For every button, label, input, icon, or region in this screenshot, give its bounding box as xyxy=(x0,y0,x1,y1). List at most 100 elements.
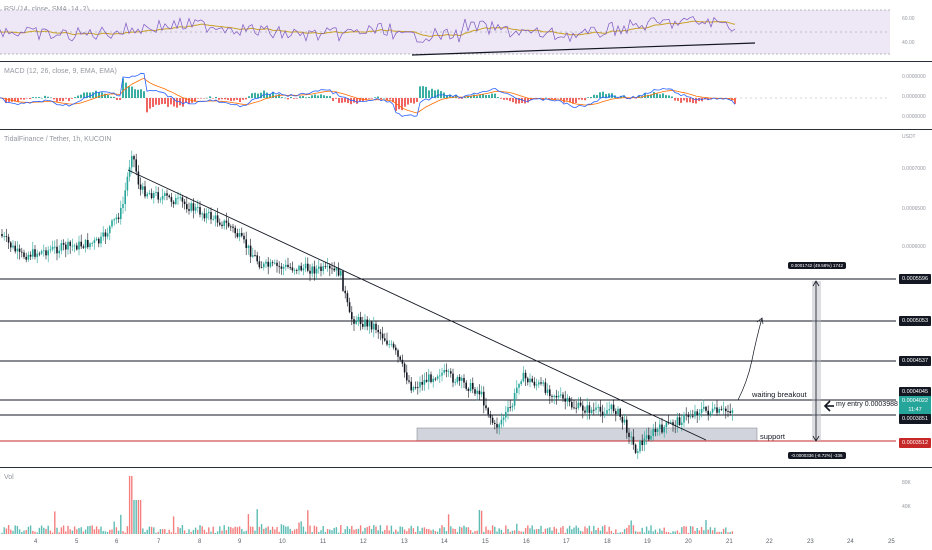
volume-bar xyxy=(520,531,522,534)
macd-histogram-bar xyxy=(602,91,604,98)
candle-body xyxy=(566,398,569,402)
volume-bar xyxy=(458,526,461,534)
current-price-badge: 0.0004022 xyxy=(899,396,931,406)
macd-histogram-bar xyxy=(158,98,160,105)
macd-histogram-bar xyxy=(662,93,664,98)
macd-histogram-bar xyxy=(203,98,205,99)
candle-body xyxy=(665,422,668,428)
candle-body xyxy=(38,253,41,255)
candle-body xyxy=(500,419,503,425)
volume-bar xyxy=(263,528,265,534)
volume-bar xyxy=(716,531,718,534)
candle-body xyxy=(14,245,16,252)
macd-histogram-bar xyxy=(491,93,493,98)
macd-histogram-bar xyxy=(140,89,142,98)
measure-label-up[interactable]: 0.0001742 (49.58%) 1742 xyxy=(788,262,847,269)
macd-histogram-bar xyxy=(383,97,385,99)
macd-histogram-bar xyxy=(551,98,553,100)
price-pane[interactable]: TidalFinance / Tether, 1h, KUCOIN USDT 0… xyxy=(0,130,932,467)
macd-histogram-bar xyxy=(587,97,589,98)
volume-bar xyxy=(124,532,126,534)
measure-label-down[interactable]: -0.0000336 (-8.72%) -336 xyxy=(788,452,846,459)
support-zone xyxy=(416,427,758,442)
volume-bar xyxy=(78,528,80,534)
macd-histogram-bar xyxy=(80,94,82,98)
candle-body xyxy=(232,226,234,228)
candle-body xyxy=(661,424,663,433)
candle-body xyxy=(137,171,140,185)
volume-bar xyxy=(84,529,87,534)
candle-body xyxy=(241,233,243,236)
macd-histogram-bar xyxy=(269,93,271,98)
macd-histogram-bar xyxy=(698,98,700,102)
candle-body xyxy=(296,269,298,271)
pane-divider[interactable] xyxy=(0,61,932,62)
candle-body xyxy=(432,378,434,382)
candle-body xyxy=(689,416,692,418)
candle-body xyxy=(419,381,421,388)
level-badge-4537: 0.0004537 xyxy=(899,356,931,366)
volume-bar xyxy=(472,532,474,534)
volume-bar xyxy=(302,526,305,534)
date-tick: 12 xyxy=(360,539,367,545)
candle-body xyxy=(117,217,120,220)
pane-divider[interactable] xyxy=(0,467,932,468)
candle-body xyxy=(201,213,203,215)
macd-histogram-bar xyxy=(485,95,487,98)
waiting-breakout-note[interactable]: waiting breakout xyxy=(752,390,807,399)
candle-body xyxy=(414,387,417,388)
macd-tick-mid: 0.0000000 xyxy=(902,94,926,100)
date-tick: 4 xyxy=(34,539,38,545)
macd-histogram-bar xyxy=(434,90,436,98)
volume-bar xyxy=(476,530,478,534)
macd-histogram-bar xyxy=(149,98,151,109)
volume-bar xyxy=(546,528,549,534)
candle-body xyxy=(80,241,82,247)
macd-histogram-bar xyxy=(398,98,400,110)
macd-histogram-bar xyxy=(332,98,334,102)
volume-bar xyxy=(623,529,626,534)
volume-bar xyxy=(276,527,278,534)
volume-bar xyxy=(392,531,395,534)
volume-bar xyxy=(287,526,289,534)
volume-bar xyxy=(544,528,547,534)
volume-bar xyxy=(674,531,676,534)
macd-histogram-bar xyxy=(506,98,508,100)
volume-bar xyxy=(47,525,49,534)
candle-body xyxy=(608,409,610,411)
volume-bar xyxy=(291,531,294,534)
entry-arrow-icon xyxy=(823,400,834,412)
candle-body xyxy=(21,251,23,253)
support-note[interactable]: support xyxy=(760,432,786,441)
candle-body xyxy=(705,406,707,411)
candle-body xyxy=(285,264,287,267)
candle-body xyxy=(533,381,536,386)
volume-bar xyxy=(304,531,307,534)
rsi-pane[interactable]: RSI (14, close, SMA, 14, 2) 60.00 40.00 xyxy=(0,0,932,60)
candle-body xyxy=(177,197,179,199)
macd-histogram-bar xyxy=(137,89,139,98)
candle-body xyxy=(595,407,597,410)
volume-bar xyxy=(300,521,302,534)
macd-histogram-bar xyxy=(338,98,340,103)
macd-pane[interactable]: MACD (12, 26, close, 9, EMA, EMA) 0.0000… xyxy=(0,62,932,128)
volume-bar xyxy=(245,530,247,534)
volume-bar xyxy=(208,527,210,534)
candle-body xyxy=(599,406,602,412)
entry-note[interactable]: my entry 0.0003988 xyxy=(836,401,898,408)
volume-bar xyxy=(265,527,267,534)
time-axis[interactable]: 4 5 6 7 8 9 10 11 12 13 14 15 16 17 18 19 20 21 22 23 24 25 xyxy=(0,534,932,550)
volume-bar xyxy=(678,532,681,534)
macd-histogram-bar xyxy=(44,95,46,98)
pane-divider[interactable] xyxy=(0,129,932,130)
volume-bar xyxy=(399,526,401,534)
candle-body xyxy=(577,402,580,409)
volume-bar xyxy=(54,511,56,534)
volume-bar xyxy=(223,525,225,534)
candle-body xyxy=(199,207,201,215)
candle-body xyxy=(725,408,727,412)
volume-pane[interactable]: Vol 80K 40K xyxy=(0,468,932,534)
candle-body xyxy=(487,408,489,415)
macd-histogram-bar xyxy=(473,94,475,98)
macd-histogram-bar xyxy=(221,98,223,100)
